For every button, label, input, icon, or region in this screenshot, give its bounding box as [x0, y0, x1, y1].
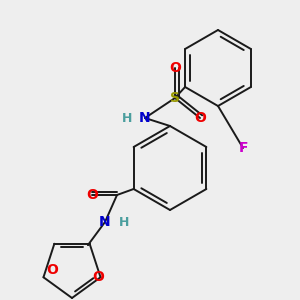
Text: H: H — [119, 215, 129, 229]
Text: N: N — [99, 215, 111, 229]
Text: F: F — [238, 141, 248, 155]
Text: N: N — [139, 111, 151, 125]
Text: S: S — [170, 91, 180, 105]
Text: O: O — [86, 188, 98, 202]
Text: O: O — [46, 263, 58, 277]
Text: H: H — [122, 112, 132, 124]
Text: O: O — [169, 61, 181, 75]
Text: O: O — [93, 270, 104, 284]
Text: O: O — [194, 111, 206, 125]
